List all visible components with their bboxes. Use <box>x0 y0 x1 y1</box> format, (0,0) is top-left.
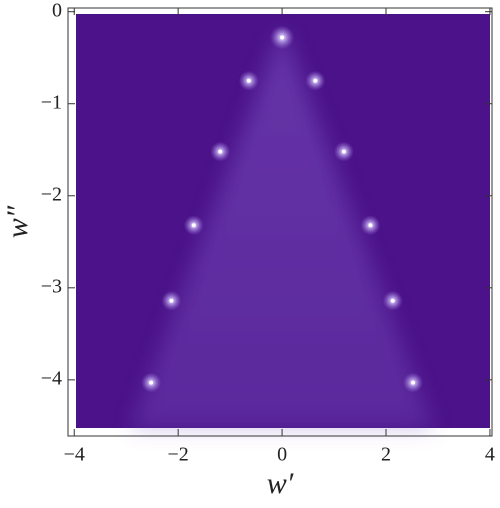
spot-core <box>280 35 285 40</box>
y-tick-label: −3 <box>41 275 62 297</box>
y-tick-label: −2 <box>41 183 62 205</box>
spot-core <box>149 380 154 385</box>
x-tick-label: 4 <box>485 444 495 466</box>
plot-frame <box>67 7 493 437</box>
y-axis-title: w″ <box>1 205 34 238</box>
spot-core <box>246 78 251 83</box>
spot-core <box>218 149 223 154</box>
spot-core <box>390 298 395 303</box>
spot-core <box>411 380 416 385</box>
y-tick-label: −4 <box>41 367 62 389</box>
spot-core <box>341 149 346 154</box>
x-tick-label: −2 <box>168 444 189 466</box>
spot-core <box>368 223 373 228</box>
x-axis-title: w′ <box>267 467 294 500</box>
spot-core <box>191 223 196 228</box>
glow-wedge <box>131 27 434 428</box>
spot-core <box>169 298 174 303</box>
spot-core <box>313 78 318 83</box>
x-tick-label: 0 <box>277 444 287 466</box>
y-tick-label: 0 <box>52 0 62 21</box>
x-tick-label: −4 <box>64 444 85 466</box>
x-tick-label: 2 <box>381 444 391 466</box>
y-tick-label: −1 <box>41 91 62 113</box>
